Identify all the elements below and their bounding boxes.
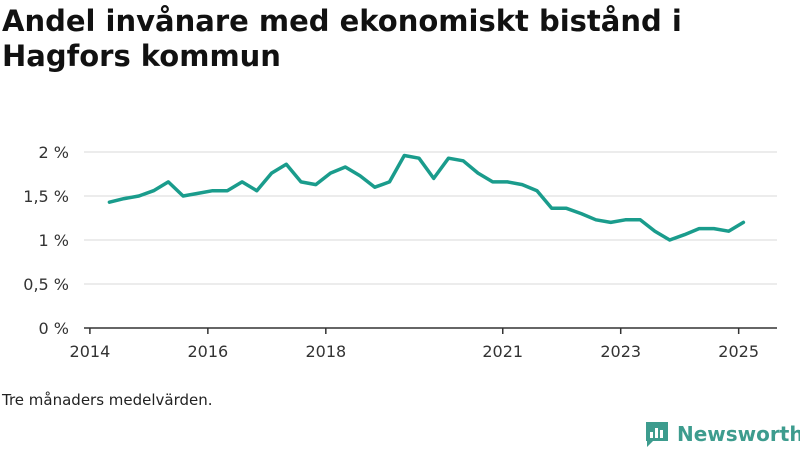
- chart-title: Andel invånare med ekonomiskt bistånd i …: [2, 4, 682, 73]
- y-tick-label: 1,5 %: [23, 187, 69, 206]
- x-tick-label: 2025: [718, 342, 759, 361]
- data-point: [167, 180, 170, 184]
- data-point: [344, 165, 347, 169]
- series-line: [107, 153, 746, 242]
- data-point: [314, 183, 317, 186]
- data-point: [447, 157, 450, 160]
- data-point: [137, 194, 141, 198]
- x-tick-label: 2023: [600, 342, 641, 361]
- data-point: [226, 189, 229, 192]
- brand-logo[interactable]: Newsworthy: [644, 420, 800, 448]
- data-point: [697, 227, 701, 230]
- data-point: [535, 189, 539, 192]
- data-point: [196, 192, 199, 195]
- data-point: [373, 186, 376, 189]
- data-point: [712, 227, 716, 230]
- data-point: [727, 230, 730, 233]
- footnote: Tre månaders medelvärden.: [2, 391, 213, 409]
- x-tick-label: 2014: [70, 342, 111, 361]
- brand-name: Newsworthy: [677, 422, 800, 446]
- data-point: [639, 218, 642, 221]
- newsworthy-logo-icon: [646, 422, 668, 447]
- data-point: [609, 221, 612, 224]
- data-point: [580, 212, 583, 215]
- data-point: [417, 157, 421, 160]
- data-point: [255, 189, 258, 192]
- x-tick-label: 2021: [482, 342, 523, 361]
- data-point: [565, 207, 568, 210]
- data-point: [506, 180, 509, 184]
- data-point: [742, 221, 745, 224]
- data-point: [462, 159, 465, 162]
- data-point: [432, 177, 435, 180]
- data-point: [358, 174, 362, 177]
- data-point: [270, 171, 273, 175]
- data-point: [299, 180, 303, 184]
- y-tick-label: 2 %: [39, 143, 69, 162]
- data-point: [181, 194, 185, 198]
- y-axis-labels: 0 % 0,5 % 1 % 1,5 % 2 %: [23, 143, 69, 338]
- data-point: [403, 154, 406, 157]
- data-point: [152, 189, 155, 192]
- y-tick-label: 0,5 %: [23, 275, 69, 294]
- x-axis: [84, 327, 777, 334]
- data-point: [521, 183, 524, 186]
- x-tick-label: 2018: [305, 342, 346, 361]
- data-point: [491, 180, 494, 184]
- data-point: [624, 218, 627, 221]
- data-point: [388, 180, 391, 184]
- series-layer: [107, 153, 746, 242]
- data-point: [653, 230, 657, 233]
- data-point: [476, 171, 480, 175]
- x-tick-label: 2016: [187, 342, 228, 361]
- data-point: [550, 207, 553, 210]
- data-point: [122, 197, 126, 200]
- gridlines: [84, 151, 777, 285]
- data-point: [240, 180, 244, 184]
- data-point: [594, 218, 598, 221]
- data-point: [329, 171, 332, 175]
- data-point: [683, 233, 686, 236]
- data-point: [108, 201, 111, 204]
- x-axis-labels: 2014 2016 2018 2021 2023 2025: [70, 342, 759, 361]
- data-point: [668, 238, 671, 242]
- y-tick-label: 0 %: [39, 319, 69, 338]
- data-point: [211, 189, 214, 192]
- data-point: [285, 163, 288, 166]
- y-tick-label: 1 %: [39, 231, 69, 250]
